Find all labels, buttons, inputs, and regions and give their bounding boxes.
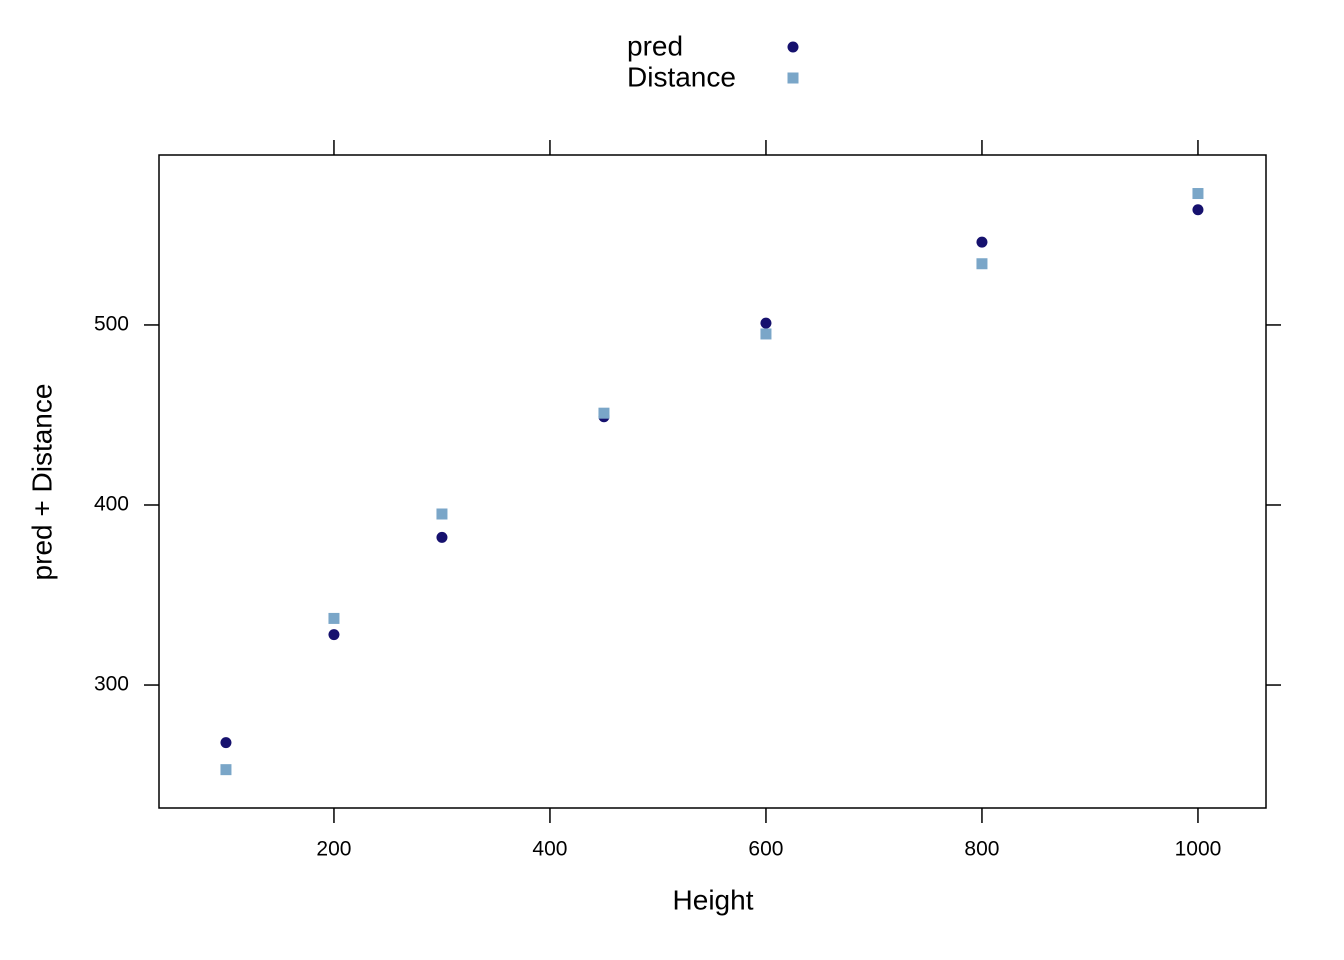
y-tick-label: 300	[94, 673, 129, 696]
y-axis-label: pred + Distance	[26, 384, 57, 581]
point	[1192, 188, 1204, 200]
point	[220, 764, 232, 776]
x-tick-label: 1000	[1175, 838, 1222, 861]
x-axis-label: Height	[673, 884, 754, 915]
y-tick-label: 500	[94, 313, 129, 336]
point	[760, 328, 772, 340]
point	[598, 407, 610, 419]
x-tick-label: 400	[532, 838, 567, 861]
point	[760, 317, 772, 329]
point	[220, 737, 232, 749]
x-tick-label: 600	[748, 838, 783, 861]
point	[328, 612, 340, 624]
point	[976, 236, 988, 248]
point	[1192, 204, 1204, 216]
point	[436, 508, 448, 520]
point	[328, 629, 340, 641]
x-tick-label: 800	[964, 838, 999, 861]
x-tick-label: 200	[316, 838, 351, 861]
legend-marker	[787, 41, 799, 53]
plot-frame	[158, 154, 1267, 809]
y-tick-label: 400	[94, 493, 129, 516]
legend-marker	[787, 72, 799, 84]
legend-label: Distance	[627, 61, 736, 92]
point	[976, 258, 988, 270]
legend-label: pred	[627, 30, 683, 61]
point	[436, 531, 448, 543]
